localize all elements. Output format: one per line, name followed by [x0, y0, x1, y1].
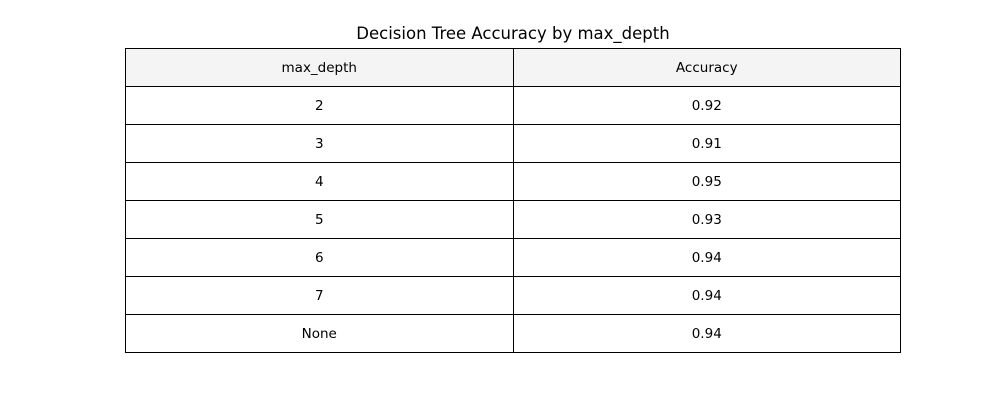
- chart-title: Decision Tree Accuracy by max_depth: [356, 24, 670, 43]
- max-depth-cell: 5: [125, 200, 514, 239]
- max-depth-cell: 7: [125, 276, 514, 315]
- max-depth-cell: 6: [125, 238, 514, 277]
- accuracy-cell: 0.93: [512, 200, 901, 239]
- max-depth-cell: 3: [125, 124, 514, 163]
- table-row: 4 0.95: [125, 162, 901, 201]
- column-header-accuracy: Accuracy: [512, 48, 901, 87]
- table-body: 2 0.92 3 0.91 4 0.95 5 0.93 6 0.94 7 0.9…: [125, 86, 901, 353]
- accuracy-cell: 0.94: [512, 238, 901, 277]
- max-depth-cell: 4: [125, 162, 514, 201]
- header-row: max_depth Accuracy: [125, 48, 901, 87]
- table-header: max_depth Accuracy: [125, 48, 901, 87]
- table-row: 5 0.93: [125, 200, 901, 239]
- max-depth-cell: 2: [125, 86, 514, 125]
- table-row: 3 0.91: [125, 124, 901, 163]
- accuracy-cell: 0.95: [512, 162, 901, 201]
- accuracy-cell: 0.92: [512, 86, 901, 125]
- accuracy-cell: 0.94: [512, 276, 901, 315]
- table-row: None 0.94: [125, 314, 901, 353]
- max-depth-cell: None: [125, 314, 514, 353]
- accuracy-cell: 0.94: [512, 314, 901, 353]
- results-table: max_depth Accuracy 2 0.92 3 0.91 4 0.95 …: [125, 48, 901, 353]
- column-header-max-depth: max_depth: [125, 48, 514, 87]
- table-row: 6 0.94: [125, 238, 901, 277]
- accuracy-cell: 0.91: [512, 124, 901, 163]
- table-row: 2 0.92: [125, 86, 901, 125]
- table-row: 7 0.94: [125, 276, 901, 315]
